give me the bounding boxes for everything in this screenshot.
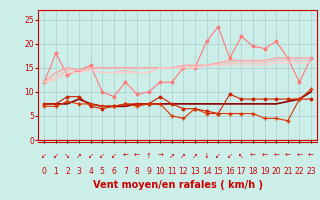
Text: 3: 3: [76, 166, 81, 176]
Text: ↓: ↓: [204, 153, 210, 159]
Text: ←: ←: [285, 153, 291, 159]
Text: 7: 7: [123, 166, 128, 176]
Text: Vent moyen/en rafales ( km/h ): Vent moyen/en rafales ( km/h ): [92, 180, 263, 190]
Text: ←: ←: [308, 153, 314, 159]
Text: 10: 10: [156, 166, 165, 176]
Text: ↙: ↙: [53, 153, 59, 159]
Text: ←: ←: [273, 153, 279, 159]
Text: ←: ←: [134, 153, 140, 159]
Text: ↑: ↑: [146, 153, 152, 159]
Text: 11: 11: [167, 166, 177, 176]
Text: ←: ←: [123, 153, 128, 159]
Text: 12: 12: [179, 166, 188, 176]
Text: 16: 16: [225, 166, 235, 176]
Text: 5: 5: [100, 166, 105, 176]
Text: ↙: ↙: [88, 153, 93, 159]
Text: ↖: ↖: [238, 153, 244, 159]
Text: 1: 1: [53, 166, 58, 176]
Text: 4: 4: [88, 166, 93, 176]
Text: ↙: ↙: [111, 153, 117, 159]
Text: ↘: ↘: [64, 153, 70, 159]
Text: ←: ←: [250, 153, 256, 159]
Text: 14: 14: [202, 166, 212, 176]
Text: ↙: ↙: [99, 153, 105, 159]
Text: 23: 23: [306, 166, 316, 176]
Text: 2: 2: [65, 166, 70, 176]
Text: 20: 20: [271, 166, 281, 176]
Text: ↗: ↗: [192, 153, 198, 159]
Text: 0: 0: [42, 166, 47, 176]
Text: ←: ←: [262, 153, 268, 159]
Text: ↙: ↙: [215, 153, 221, 159]
Text: ←: ←: [296, 153, 302, 159]
Text: →: →: [157, 153, 163, 159]
Text: 19: 19: [260, 166, 269, 176]
Text: 6: 6: [111, 166, 116, 176]
Text: ↙: ↙: [41, 153, 47, 159]
Text: 8: 8: [135, 166, 140, 176]
Text: 9: 9: [146, 166, 151, 176]
Text: ↗: ↗: [76, 153, 82, 159]
Text: ↙: ↙: [227, 153, 233, 159]
Text: 21: 21: [283, 166, 292, 176]
Text: 15: 15: [213, 166, 223, 176]
Text: ↗: ↗: [169, 153, 175, 159]
Text: 13: 13: [190, 166, 200, 176]
Text: 18: 18: [248, 166, 258, 176]
Text: 17: 17: [236, 166, 246, 176]
Text: 22: 22: [295, 166, 304, 176]
Text: ↗: ↗: [180, 153, 186, 159]
